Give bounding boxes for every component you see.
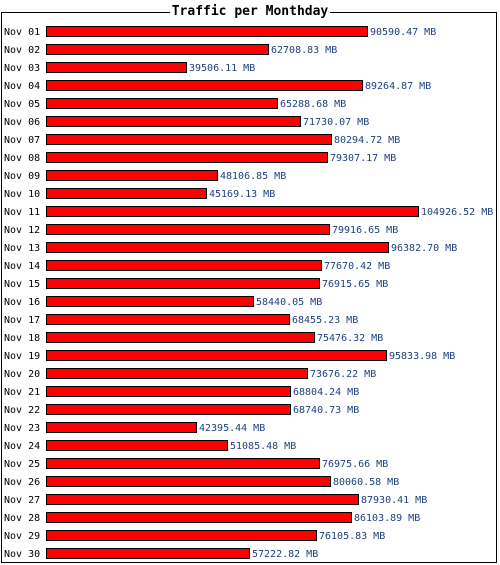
value-label: 57222.82 MB <box>252 549 318 560</box>
value-label: 89264.87 MB <box>365 81 431 92</box>
traffic-bar <box>46 296 254 307</box>
day-label: Nov 20 <box>4 369 40 380</box>
day-label: Nov 11 <box>4 207 40 218</box>
day-label: Nov 01 <box>4 27 40 38</box>
day-label: Nov 22 <box>4 405 40 416</box>
traffic-bar <box>46 188 207 199</box>
value-label: 76975.66 MB <box>322 459 388 470</box>
value-label: 71730.07 MB <box>303 117 369 128</box>
value-label: 96382.70 MB <box>391 243 457 254</box>
traffic-bar <box>46 44 269 55</box>
value-label: 58440.05 MB <box>256 297 322 308</box>
traffic-bar <box>46 512 352 523</box>
value-label: 75476.32 MB <box>317 333 383 344</box>
day-label: Nov 29 <box>4 531 40 542</box>
value-label: 68740.73 MB <box>293 405 359 416</box>
value-label: 87930.41 MB <box>361 495 427 506</box>
day-label: Nov 03 <box>4 63 40 74</box>
day-label: Nov 10 <box>4 189 40 200</box>
day-label: Nov 23 <box>4 423 40 434</box>
traffic-bar <box>46 116 301 127</box>
day-label: Nov 15 <box>4 279 40 290</box>
value-label: 48106.85 MB <box>220 171 286 182</box>
value-label: 80294.72 MB <box>334 135 400 146</box>
day-label: Nov 27 <box>4 495 40 506</box>
traffic-bar <box>46 386 291 397</box>
day-label: Nov 17 <box>4 315 40 326</box>
traffic-bar <box>46 458 320 469</box>
value-label: 79307.17 MB <box>330 153 396 164</box>
traffic-bar <box>46 26 368 37</box>
day-label: Nov 08 <box>4 153 40 164</box>
traffic-bar <box>46 440 228 451</box>
traffic-bar <box>46 242 389 253</box>
value-label: 68804.24 MB <box>293 387 359 398</box>
traffic-bar <box>46 152 328 163</box>
day-label: Nov 13 <box>4 243 40 254</box>
traffic-bar <box>46 170 218 181</box>
traffic-bar <box>46 368 308 379</box>
traffic-bar <box>46 548 250 559</box>
value-label: 95833.98 MB <box>389 351 455 362</box>
value-label: 45169.13 MB <box>209 189 275 200</box>
traffic-bar <box>46 530 317 541</box>
value-label: 65288.68 MB <box>280 99 346 110</box>
traffic-bar <box>46 494 359 505</box>
traffic-bar <box>46 80 363 91</box>
value-label: 104926.52 MB <box>421 207 493 218</box>
traffic-bar <box>46 224 330 235</box>
day-label: Nov 18 <box>4 333 40 344</box>
day-label: Nov 16 <box>4 297 40 308</box>
value-label: 80060.58 MB <box>333 477 399 488</box>
day-label: Nov 09 <box>4 171 40 182</box>
day-label: Nov 26 <box>4 477 40 488</box>
value-label: 68455.23 MB <box>292 315 358 326</box>
traffic-bar <box>46 350 387 361</box>
traffic-bar <box>46 134 332 145</box>
day-label: Nov 25 <box>4 459 40 470</box>
value-label: 73676.22 MB <box>310 369 376 380</box>
traffic-bar <box>46 314 290 325</box>
day-label: Nov 28 <box>4 513 40 524</box>
traffic-bar <box>46 332 315 343</box>
traffic-bar <box>46 476 331 487</box>
traffic-bar <box>46 404 291 415</box>
day-label: Nov 12 <box>4 225 40 236</box>
value-label: 76105.83 MB <box>319 531 385 542</box>
traffic-bar <box>46 422 197 433</box>
day-label: Nov 02 <box>4 45 40 56</box>
traffic-bar <box>46 98 278 109</box>
traffic-bar <box>46 278 320 289</box>
value-label: 42395.44 MB <box>199 423 265 434</box>
day-label: Nov 04 <box>4 81 40 92</box>
traffic-bar <box>46 62 187 73</box>
value-label: 77670.42 MB <box>324 261 390 272</box>
value-label: 39506.11 MB <box>189 63 255 74</box>
day-label: Nov 24 <box>4 441 40 452</box>
day-label: Nov 07 <box>4 135 40 146</box>
value-label: 76915.65 MB <box>322 279 388 290</box>
value-label: 79916.65 MB <box>332 225 398 236</box>
value-label: 90590.47 MB <box>370 27 436 38</box>
day-label: Nov 21 <box>4 387 40 398</box>
value-label: 62708.83 MB <box>271 45 337 56</box>
value-label: 86103.89 MB <box>354 513 420 524</box>
day-label: Nov 14 <box>4 261 40 272</box>
traffic-bar <box>46 260 322 271</box>
day-label: Nov 19 <box>4 351 40 362</box>
day-label: Nov 06 <box>4 117 40 128</box>
day-label: Nov 05 <box>4 99 40 110</box>
value-label: 51085.48 MB <box>230 441 296 452</box>
traffic-bar <box>46 206 419 217</box>
day-label: Nov 30 <box>4 549 40 560</box>
